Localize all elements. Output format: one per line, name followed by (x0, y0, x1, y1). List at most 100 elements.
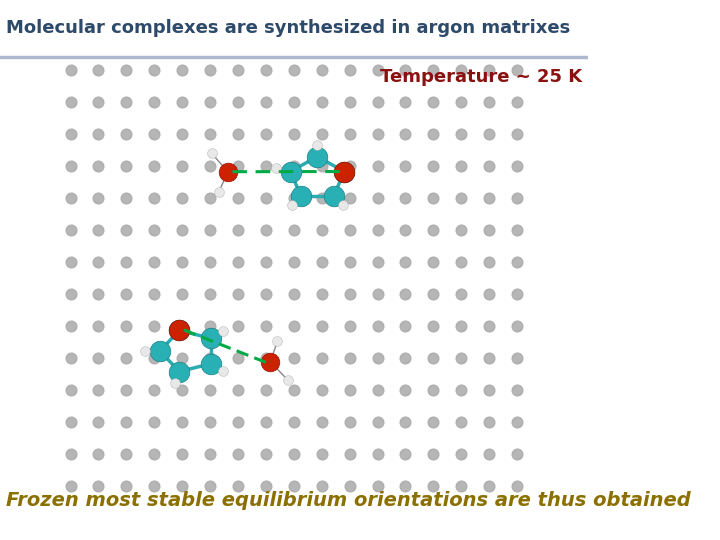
Point (316, 482, 328, 490)
Point (120, 98, 132, 106)
Point (372, 98, 383, 106)
Point (372, 194, 383, 202)
Point (260, 322, 271, 330)
Text: Molecular complexes are synthesized in argon matrixes: Molecular complexes are synthesized in a… (6, 19, 570, 37)
Point (483, 226, 495, 234)
Point (288, 226, 300, 234)
Point (65, 482, 76, 490)
Point (344, 226, 356, 234)
Point (148, 66, 160, 75)
Point (93, 418, 104, 427)
Point (428, 418, 439, 427)
Point (344, 322, 356, 330)
Point (93, 322, 104, 330)
Point (288, 482, 300, 490)
Point (483, 98, 495, 106)
Point (400, 482, 411, 490)
Point (372, 482, 383, 490)
Point (288, 162, 300, 171)
Point (120, 418, 132, 427)
Point (288, 418, 300, 427)
Point (344, 418, 356, 427)
Point (284, 167, 296, 176)
Point (217, 327, 229, 336)
Point (288, 130, 300, 138)
Point (204, 386, 216, 394)
Point (483, 194, 495, 202)
Point (316, 226, 328, 234)
Point (338, 167, 350, 176)
Point (312, 140, 323, 149)
Point (260, 354, 271, 362)
Point (372, 162, 383, 171)
Point (176, 354, 188, 362)
Point (372, 450, 383, 458)
Point (148, 194, 160, 202)
Point (316, 130, 328, 138)
Text: Temperature ~ 25 K: Temperature ~ 25 K (379, 68, 582, 85)
Point (456, 98, 467, 106)
Point (233, 418, 244, 427)
Point (233, 226, 244, 234)
Point (148, 418, 160, 427)
Point (120, 482, 132, 490)
Point (260, 258, 271, 266)
Point (213, 188, 225, 197)
Point (428, 98, 439, 106)
Point (204, 258, 216, 266)
Point (233, 290, 244, 299)
Point (204, 322, 216, 330)
Point (205, 360, 217, 368)
Point (400, 418, 411, 427)
Point (511, 98, 523, 106)
Point (148, 162, 160, 171)
Point (400, 162, 411, 171)
Point (344, 354, 356, 362)
Point (93, 130, 104, 138)
Point (428, 322, 439, 330)
Point (176, 482, 188, 490)
Point (176, 322, 188, 330)
Point (176, 98, 188, 106)
Point (428, 482, 439, 490)
Point (176, 258, 188, 266)
Point (428, 66, 439, 75)
Point (93, 98, 104, 106)
Point (316, 386, 328, 394)
Point (206, 149, 217, 158)
Point (428, 162, 439, 171)
Point (316, 450, 328, 458)
Point (288, 386, 300, 394)
Point (400, 290, 411, 299)
Point (204, 98, 216, 106)
Point (456, 290, 467, 299)
Point (154, 347, 166, 355)
Point (204, 194, 216, 202)
Point (233, 386, 244, 394)
Point (93, 194, 104, 202)
Point (260, 386, 271, 394)
Point (456, 194, 467, 202)
Point (428, 354, 439, 362)
Point (93, 258, 104, 266)
Point (120, 194, 132, 202)
Point (372, 130, 383, 138)
Point (93, 450, 104, 458)
Point (316, 322, 328, 330)
Point (148, 98, 160, 106)
Point (271, 337, 283, 346)
Point (260, 98, 271, 106)
Point (456, 258, 467, 266)
Point (93, 354, 104, 362)
Point (288, 450, 300, 458)
Point (428, 450, 439, 458)
Point (316, 194, 328, 202)
Point (204, 418, 216, 427)
Point (288, 258, 300, 266)
Point (456, 162, 467, 171)
Point (456, 450, 467, 458)
Point (511, 130, 523, 138)
Point (456, 386, 467, 394)
Point (483, 162, 495, 171)
Point (204, 130, 216, 138)
